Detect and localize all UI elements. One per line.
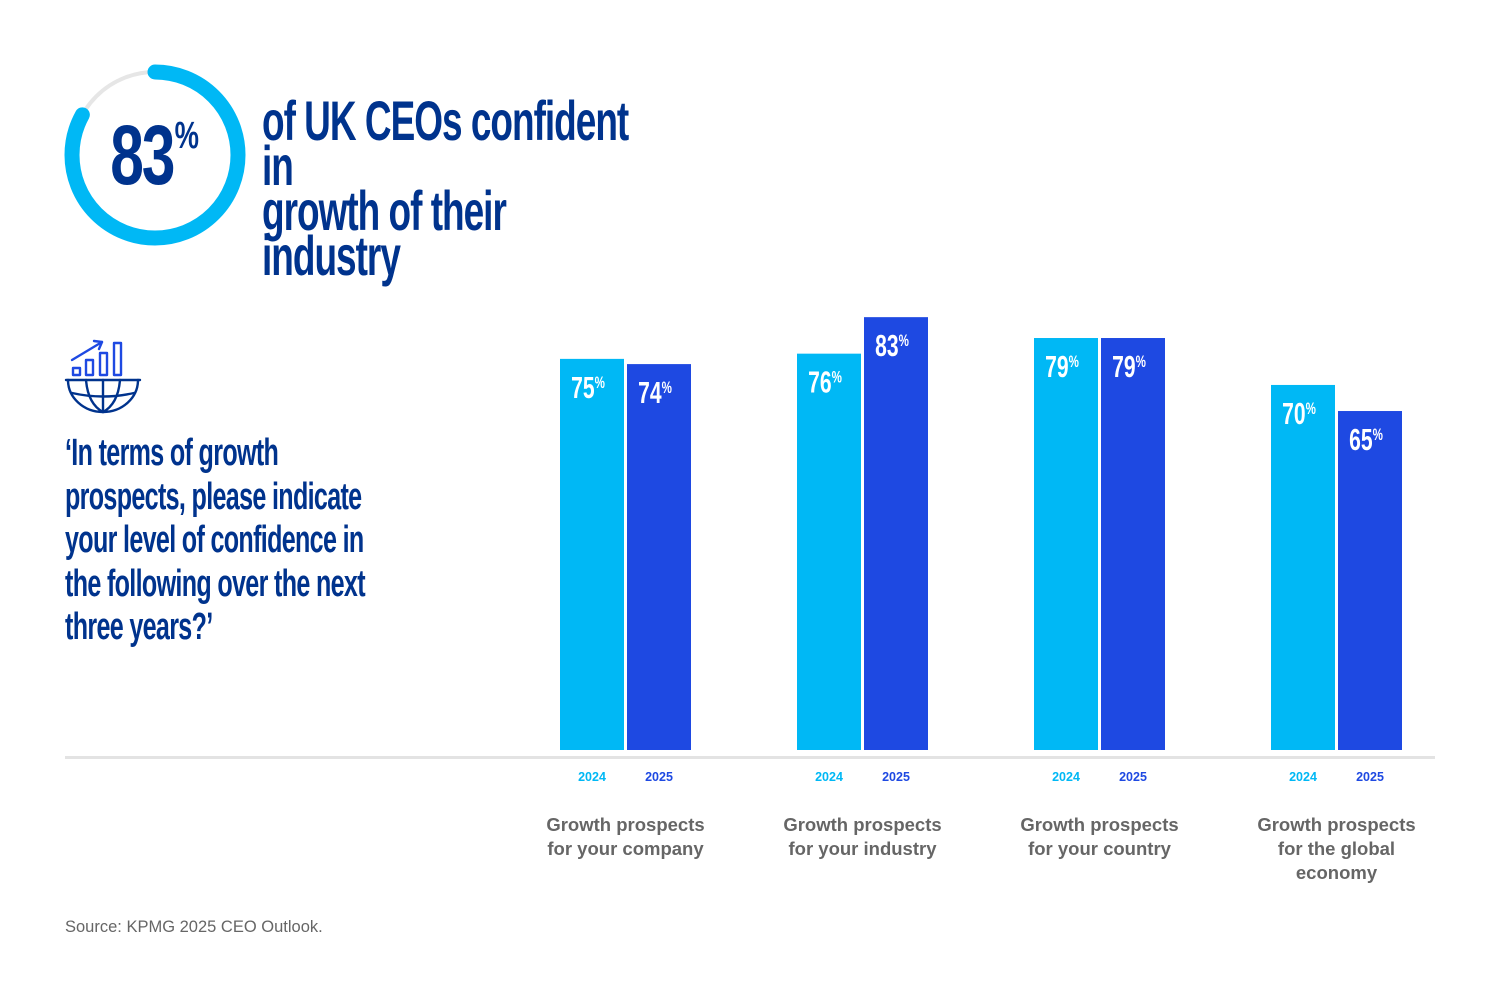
bar-value-unit: %	[595, 374, 605, 393]
question-line: the following over the next	[65, 562, 366, 605]
ring-progress-arc	[64, 64, 246, 246]
year-label: 2025	[1119, 770, 1147, 784]
question-line: three years?’	[65, 606, 213, 648]
bar-2024	[797, 353, 861, 750]
bar-value-unit: %	[899, 332, 909, 351]
category-label: Growth prospects	[1257, 814, 1415, 835]
bar-value-unit: %	[1306, 400, 1316, 419]
source-note: Source: KPMG 2025 CEO Outlook.	[65, 918, 323, 936]
year-label: 2024	[1289, 770, 1317, 784]
bar-2024	[560, 358, 624, 750]
headline-stat-value: 83	[110, 108, 176, 202]
question-line: prospects, please indicate	[65, 475, 362, 518]
headline-stat-unit: %	[175, 115, 200, 157]
question-line: ‘In terms of growth	[65, 432, 279, 474]
bar-value-unit: %	[1069, 353, 1079, 372]
year-label: 2024	[1052, 770, 1080, 784]
bar-2025	[1101, 338, 1165, 750]
bar-2025	[627, 364, 691, 750]
bar-value-unit: %	[832, 369, 842, 388]
confidence-ring	[64, 64, 246, 246]
bar-2024	[1034, 338, 1098, 750]
question-line: your level of confidence in	[65, 519, 364, 561]
year-label: 2024	[578, 770, 606, 784]
category-label: for your industry	[788, 838, 937, 859]
headline-line-2: growth of their industry	[262, 179, 507, 287]
category-label: Growth prospects	[546, 814, 704, 835]
category-label: for the global	[1278, 838, 1395, 859]
category-label: Growth prospects	[783, 814, 941, 835]
year-label: 2025	[882, 770, 910, 784]
bar-value-unit: %	[1373, 426, 1383, 445]
category-label: economy	[1296, 862, 1378, 883]
year-label: 2025	[1356, 770, 1384, 784]
year-label: 2024	[815, 770, 843, 784]
category-label: for your country	[1028, 838, 1172, 859]
bar-2025	[1338, 411, 1402, 750]
bar-2025	[864, 317, 928, 750]
growth-globe-icon	[64, 339, 142, 414]
headline-stat: 83%	[60, 60, 250, 250]
headline-line-1: of UK CEOs confident in	[262, 89, 629, 197]
bar-value-unit: %	[662, 379, 672, 398]
survey-question: ‘In terms of growth prospects, please in…	[65, 432, 408, 650]
year-label: 2025	[645, 770, 673, 784]
category-label: for your company	[547, 838, 704, 859]
bar-value-unit: %	[1136, 353, 1146, 372]
headline-text: of UK CEOs confident in growth of their …	[262, 89, 632, 287]
bar-2024	[1271, 384, 1335, 750]
category-label: Growth prospects	[1020, 814, 1178, 835]
